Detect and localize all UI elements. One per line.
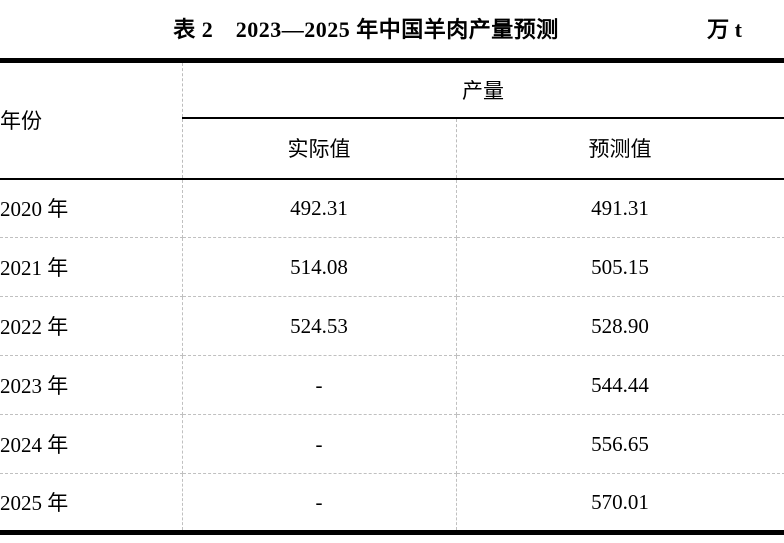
forecast-table: 年份 产量 实际值 预测值 2020 年 492.31 491.31 2021 … [0,58,784,535]
table-caption: 表 2 2023—2025 年中国羊肉产量预测 [173,17,559,42]
table-header: 年份 产量 实际值 预测值 [0,60,784,180]
production-group-header: 产量 [182,60,784,119]
predicted-cell: 544.44 [456,355,784,415]
predicted-column-header: 预测值 [456,117,784,180]
predicted-cell: 505.15 [456,237,784,297]
table-row: 2021 年 514.08 505.15 [0,237,784,297]
predicted-cell: 491.31 [456,178,784,238]
table-row: 2022 年 524.53 528.90 [0,296,784,356]
table-row: 2023 年 - 544.44 [0,355,784,415]
actual-cell: - [182,414,457,474]
year-column-header: 年份 [0,60,183,180]
unit-label: 万 t [707,17,742,42]
year-cell: 2024 年 [0,414,183,474]
actual-column-header: 实际值 [182,117,457,180]
actual-cell: 524.53 [182,296,457,356]
actual-cell: - [182,473,457,533]
year-cell: 2025 年 [0,473,183,533]
actual-cell: 514.08 [182,237,457,297]
actual-cell: 492.31 [182,178,457,238]
year-cell: 2021 年 [0,237,183,297]
table-row: 2020 年 492.31 491.31 [0,178,784,238]
table-body: 2020 年 492.31 491.31 2021 年 514.08 505.1… [0,178,784,533]
predicted-cell: 556.65 [456,414,784,474]
table-row: 2025 年 - 570.01 [0,473,784,533]
table-row: 2024 年 - 556.65 [0,414,784,474]
actual-cell: - [182,355,457,415]
group-header-row: 年份 产量 [0,60,784,180]
predicted-cell: 570.01 [456,473,784,533]
predicted-cell: 528.90 [456,296,784,356]
year-cell: 2020 年 [0,178,183,238]
sub-header-row: 实际值 预测值 [0,117,784,180]
table-caption-row: 表 2 2023—2025 年中国羊肉产量预测 万 t [0,0,784,58]
year-cell: 2023 年 [0,355,183,415]
year-cell: 2022 年 [0,296,183,356]
